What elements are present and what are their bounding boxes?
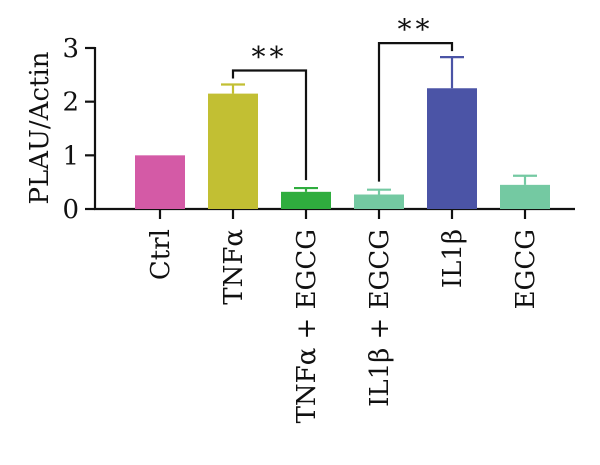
significance-bracket [231,69,308,181]
significance-label: ** [398,13,434,46]
significance-label: ** [252,40,288,73]
bar [135,155,185,209]
y-tick-label: 1 [62,141,79,171]
category-label: Ctrl [146,229,176,280]
y-tick-label: 3 [62,34,79,64]
category-label: TNFα [219,229,249,305]
category-label: EGCG [511,229,541,309]
bar [500,184,550,209]
y-tick-label: 0 [62,195,79,225]
bar [427,88,477,209]
bar [281,191,331,209]
category-label: IL1β + EGCG [365,229,395,407]
y-axis-label: PLAU/Actin [25,51,55,204]
bar [208,93,258,209]
category-label: IL1β [438,229,468,288]
category-label: TNFα + EGCG [292,229,322,423]
bar [354,194,404,209]
y-tick-label: 2 [62,88,79,118]
significance-bracket [377,42,454,182]
plot-area: 0 1 2 3 Ctrl TNFα TNFα + EGCG IL1β + EGCG IL1β EG… [62,13,575,423]
